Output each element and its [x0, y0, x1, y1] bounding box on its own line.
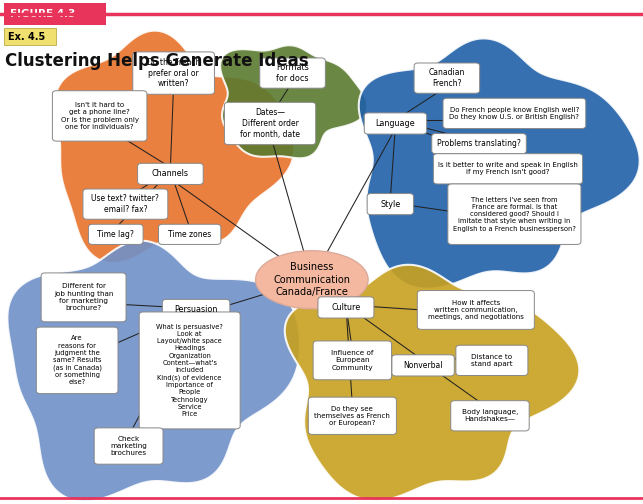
FancyBboxPatch shape — [364, 113, 427, 134]
Text: Do the French
prefer oral or
written?: Do the French prefer oral or written? — [147, 58, 201, 88]
FancyBboxPatch shape — [443, 98, 586, 129]
Text: Distance to
stand apart: Distance to stand apart — [471, 354, 512, 367]
Polygon shape — [285, 265, 579, 500]
FancyBboxPatch shape — [88, 224, 143, 244]
Text: How it affects
written communication,
meetings, and negotiations: How it affects written communication, me… — [428, 300, 524, 320]
Polygon shape — [7, 240, 300, 501]
Text: Time zones: Time zones — [168, 230, 212, 239]
Text: Language: Language — [376, 119, 415, 128]
FancyBboxPatch shape — [451, 401, 529, 431]
Text: Do they see
themselves as French
or European?: Do they see themselves as French or Euro… — [314, 406, 390, 426]
FancyBboxPatch shape — [162, 299, 230, 321]
Text: FIGURE 4.3: FIGURE 4.3 — [10, 9, 76, 19]
Text: Ex. 4.5: Ex. 4.5 — [8, 32, 46, 42]
Text: Business
Communication
Canada/France: Business Communication Canada/France — [273, 262, 350, 297]
FancyBboxPatch shape — [448, 184, 581, 244]
Text: Dates—
Different order
for month, date: Dates— Different order for month, date — [240, 108, 300, 139]
Text: The letters I've seen from
France are formal. Is that
considered good? Should I
: The letters I've seen from France are fo… — [453, 197, 576, 232]
Text: Check
marketing
brochures: Check marketing brochures — [110, 436, 147, 456]
Text: Are
reasons for
judgment the
same? Results
(as in Canada)
or something
else?: Are reasons for judgment the same? Resul… — [53, 335, 102, 386]
FancyBboxPatch shape — [95, 428, 163, 464]
FancyBboxPatch shape — [138, 163, 203, 184]
Text: Culture: Culture — [331, 303, 361, 312]
Text: Is it better to write and speak in English
if my French isn't good?: Is it better to write and speak in Engli… — [438, 162, 578, 175]
FancyBboxPatch shape — [4, 3, 106, 25]
Text: Influence of
European
Community: Influence of European Community — [331, 350, 374, 370]
FancyBboxPatch shape — [41, 273, 126, 322]
Text: Nonverbal: Nonverbal — [403, 361, 443, 370]
FancyBboxPatch shape — [159, 224, 221, 244]
FancyBboxPatch shape — [139, 312, 240, 429]
Polygon shape — [359, 38, 640, 289]
FancyBboxPatch shape — [224, 102, 316, 145]
Text: Problems translating?: Problems translating? — [437, 139, 521, 148]
FancyBboxPatch shape — [309, 397, 396, 434]
Text: Do French people know English well?
Do they know U.S. or British English?: Do French people know English well? Do t… — [449, 107, 579, 120]
Text: Channels: Channels — [152, 169, 189, 178]
Polygon shape — [220, 45, 367, 158]
Text: Time lag?: Time lag? — [97, 230, 134, 239]
FancyBboxPatch shape — [318, 297, 374, 318]
FancyBboxPatch shape — [260, 58, 325, 88]
FancyBboxPatch shape — [433, 154, 583, 184]
Text: Isn't it hard to
get a phone line?
Or is the problem only
one for individuals?: Isn't it hard to get a phone line? Or is… — [60, 102, 139, 130]
Polygon shape — [55, 31, 294, 263]
Text: Canadian
French?: Canadian French? — [429, 68, 465, 88]
FancyBboxPatch shape — [313, 341, 392, 380]
FancyBboxPatch shape — [133, 52, 215, 94]
Text: Body language,
Handshakes—: Body language, Handshakes— — [462, 409, 518, 422]
FancyBboxPatch shape — [83, 189, 168, 219]
FancyBboxPatch shape — [36, 327, 118, 394]
FancyBboxPatch shape — [414, 63, 480, 93]
FancyBboxPatch shape — [432, 134, 526, 154]
FancyBboxPatch shape — [367, 194, 413, 215]
Text: What is persuasive?
Look at
Layout/white space
Headings
Organization
Content—wha: What is persuasive? Look at Layout/white… — [156, 324, 223, 417]
FancyBboxPatch shape — [52, 91, 147, 141]
FancyBboxPatch shape — [456, 345, 528, 375]
FancyBboxPatch shape — [4, 28, 56, 45]
Text: Clustering Helps Generate Ideas: Clustering Helps Generate Ideas — [5, 52, 309, 70]
Text: Formats
for docs: Formats for docs — [276, 63, 309, 83]
FancyBboxPatch shape — [392, 355, 454, 376]
Text: Different for
job hunting than
for marketing
brochure?: Different for job hunting than for marke… — [54, 283, 113, 311]
Text: Persuasion: Persuasion — [174, 305, 218, 314]
Text: Style: Style — [380, 200, 401, 209]
Text: Use text? twitter?
email? fax?: Use text? twitter? email? fax? — [91, 194, 159, 214]
FancyBboxPatch shape — [417, 290, 534, 330]
Ellipse shape — [256, 251, 368, 308]
